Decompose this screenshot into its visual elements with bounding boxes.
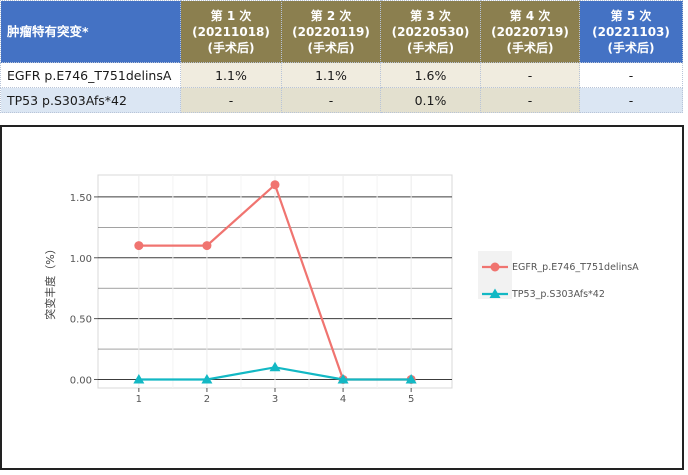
header-visit-3: 第 3 次 (20220530) (手术后) <box>380 0 481 63</box>
legend-label: EGFR_p.E746_T751delinsA <box>512 262 639 273</box>
data-point <box>270 180 280 190</box>
x-tick-label: 3 <box>272 394 278 405</box>
header-mutation-label: 肿瘤特有突变* <box>0 0 181 63</box>
data-point <box>134 241 144 251</box>
data-point <box>133 373 145 384</box>
table-header-row: 肿瘤特有突变* 第 1 次 (20211018) (手术后) 第 2 次 (20… <box>0 0 683 63</box>
table-row-tp53: TP53 p.S303Afs*42 - - 0.1% - - <box>0 87 683 113</box>
visit-date: (20211018) <box>192 24 270 39</box>
x-tick-label: 2 <box>204 394 210 405</box>
visit-name: 第 1 次 <box>210 8 252 23</box>
header-visit-1: 第 1 次 (20211018) (手术后) <box>180 0 282 63</box>
cell-value: - <box>480 62 580 88</box>
header-visit-5: 第 5 次 (20221103) (手术后) <box>579 0 683 63</box>
visit-note: (手术后) <box>506 40 554 55</box>
data-point <box>405 373 417 384</box>
visit-name: 第 4 次 <box>509 8 551 23</box>
x-tick-label: 1 <box>136 394 142 405</box>
visit-name: 第 2 次 <box>310 8 352 23</box>
data-point <box>337 373 349 384</box>
data-point <box>201 373 213 384</box>
row-label: EGFR p.E746_T751delinsA <box>0 62 181 88</box>
visit-note: (手术后) <box>407 40 454 55</box>
visit-date: (20220119) <box>292 24 370 39</box>
visit-date: (20220530) <box>391 24 470 39</box>
mutation-table: 肿瘤特有突变* 第 1 次 (20211018) (手术后) 第 2 次 (20… <box>0 0 683 113</box>
data-point <box>269 361 281 372</box>
visit-name: 第 5 次 <box>610 8 652 23</box>
x-tick-label: 4 <box>340 394 346 405</box>
y-tick-label: 0.00 <box>70 375 92 386</box>
visit-name: 第 3 次 <box>410 8 451 23</box>
visit-note: (手术后) <box>307 40 355 55</box>
visit-date: (20221103) <box>592 24 670 39</box>
mutation-table-container: 肿瘤特有突变* 第 1 次 (20211018) (手术后) 第 2 次 (20… <box>0 0 688 113</box>
cell-value: - <box>579 87 683 113</box>
visit-date: (20220719) <box>491 24 569 39</box>
cell-value: - <box>480 87 580 113</box>
row-label: TP53 p.S303Afs*42 <box>0 87 181 113</box>
x-tick-label: 5 <box>408 394 414 405</box>
table-row-egfr: EGFR p.E746_T751delinsA 1.1% 1.1% 1.6% -… <box>0 62 683 88</box>
cell-value: - <box>180 87 282 113</box>
mutation-abundance-chart: 0.00 0.50 1.00 1.50 1 2 3 4 5 突变丰度（%） EGFR_p.E746_… <box>43 174 639 405</box>
chart-frame: 0.00 0.50 1.00 1.50 1 2 3 4 5 突变丰度（%） EGFR_p.E746_… <box>0 125 684 470</box>
y-axis-label: 突变丰度（%） <box>43 243 57 319</box>
cell-value: 1.1% <box>180 62 282 88</box>
cell-value: 1.6% <box>380 62 481 88</box>
y-tick-label: 0.50 <box>70 315 92 326</box>
y-tick-label: 1.50 <box>70 193 92 204</box>
data-point <box>202 241 212 251</box>
visit-note: (手术后) <box>207 40 255 55</box>
legend-marker <box>489 288 501 298</box>
legend-marker <box>490 262 500 272</box>
cell-value: - <box>579 62 683 88</box>
header-visit-4: 第 4 次 (20220719) (手术后) <box>480 0 580 63</box>
cell-value: 0.1% <box>380 87 481 113</box>
header-visit-2: 第 2 次 (20220119) (手术后) <box>281 0 381 63</box>
visit-note: (手术后) <box>607 40 655 55</box>
cell-value: 1.1% <box>281 62 381 88</box>
y-tick-label: 1.00 <box>70 254 92 265</box>
cell-value: - <box>281 87 381 113</box>
legend-label: TP53_p.S303Afs*42 <box>511 289 605 300</box>
